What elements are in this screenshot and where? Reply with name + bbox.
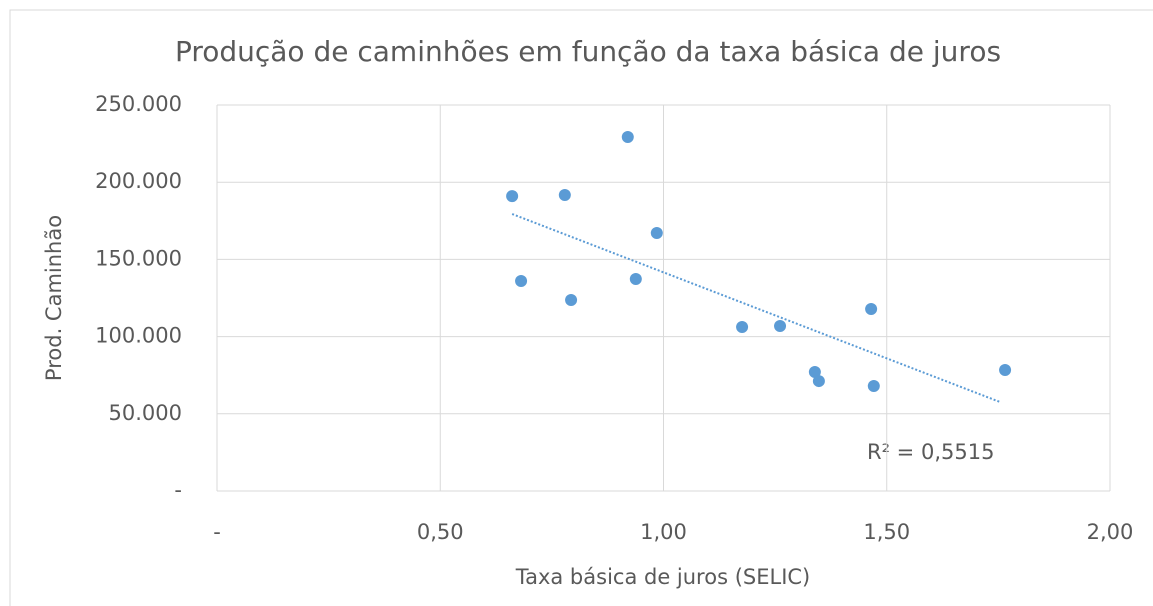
x-tick-label: - xyxy=(213,520,221,544)
trendline xyxy=(511,213,1001,403)
data-point xyxy=(999,363,1012,376)
data-point xyxy=(774,319,787,332)
y-tick-label: 150.000 xyxy=(95,246,182,270)
data-point xyxy=(650,226,663,239)
data-point xyxy=(812,375,825,388)
x-tick-label: 1,50 xyxy=(863,520,910,544)
x-tick-label: 2,00 xyxy=(1087,520,1134,544)
chart-title: Produção de caminhões em função da taxa … xyxy=(175,35,1001,68)
data-point xyxy=(736,321,749,334)
x-axis-title: Taxa básica de juros (SELIC) xyxy=(515,565,811,589)
chart-border xyxy=(9,9,1153,606)
data-point xyxy=(865,302,878,315)
y-tick-label: 200.000 xyxy=(95,169,182,193)
x-tick-label: 0,50 xyxy=(417,520,464,544)
y-axis-title: Prod. Caminhão xyxy=(42,215,66,381)
data-point xyxy=(867,380,880,393)
y-tick-label: 100.000 xyxy=(95,324,182,348)
y-tick-label: - xyxy=(174,478,182,502)
data-point xyxy=(515,275,528,288)
data-point xyxy=(565,294,578,307)
data-point xyxy=(621,130,634,143)
data-point xyxy=(629,273,642,286)
y-tick-label: 250.000 xyxy=(95,92,182,116)
data-point xyxy=(506,190,519,203)
y-tick-label: 50.000 xyxy=(109,401,182,425)
data-point xyxy=(808,365,821,378)
data-point xyxy=(558,189,571,202)
x-tick-label: 1,00 xyxy=(640,520,687,544)
r-squared: R² = 0,5515 xyxy=(867,440,994,464)
